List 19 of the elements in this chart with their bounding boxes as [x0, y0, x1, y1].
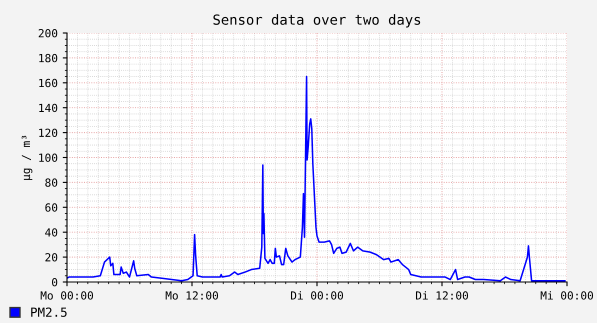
x-tick-label: Di 12:00	[416, 291, 468, 300]
y-tick-label: 0	[52, 278, 58, 286]
x-tick-label: Mo 00:00	[40, 291, 94, 300]
chart-title: Sensor data over two days	[213, 14, 420, 28]
legend-label: PM2.5	[31, 307, 67, 317]
y-tick-label: 40	[45, 228, 58, 237]
y-tick-label: 180	[39, 54, 58, 62]
x-tick-label: Mi 00:00	[540, 291, 594, 300]
y-tick-label: 80	[45, 178, 58, 187]
y-tick-label: 100	[39, 154, 58, 162]
x-tick-label: Mo 12:00	[166, 291, 218, 300]
y-tick-label: 60	[45, 203, 58, 212]
y-tick-label: 20	[45, 253, 58, 262]
y-tick-label: 120	[39, 128, 58, 138]
x-tick-label: Di 00:00	[290, 291, 344, 300]
y-tick-label: 160	[39, 78, 58, 88]
y-tick-label: 140	[39, 104, 58, 112]
y-axis-title: µg / m³	[22, 136, 32, 180]
y-tick-label: 200	[38, 29, 58, 38]
